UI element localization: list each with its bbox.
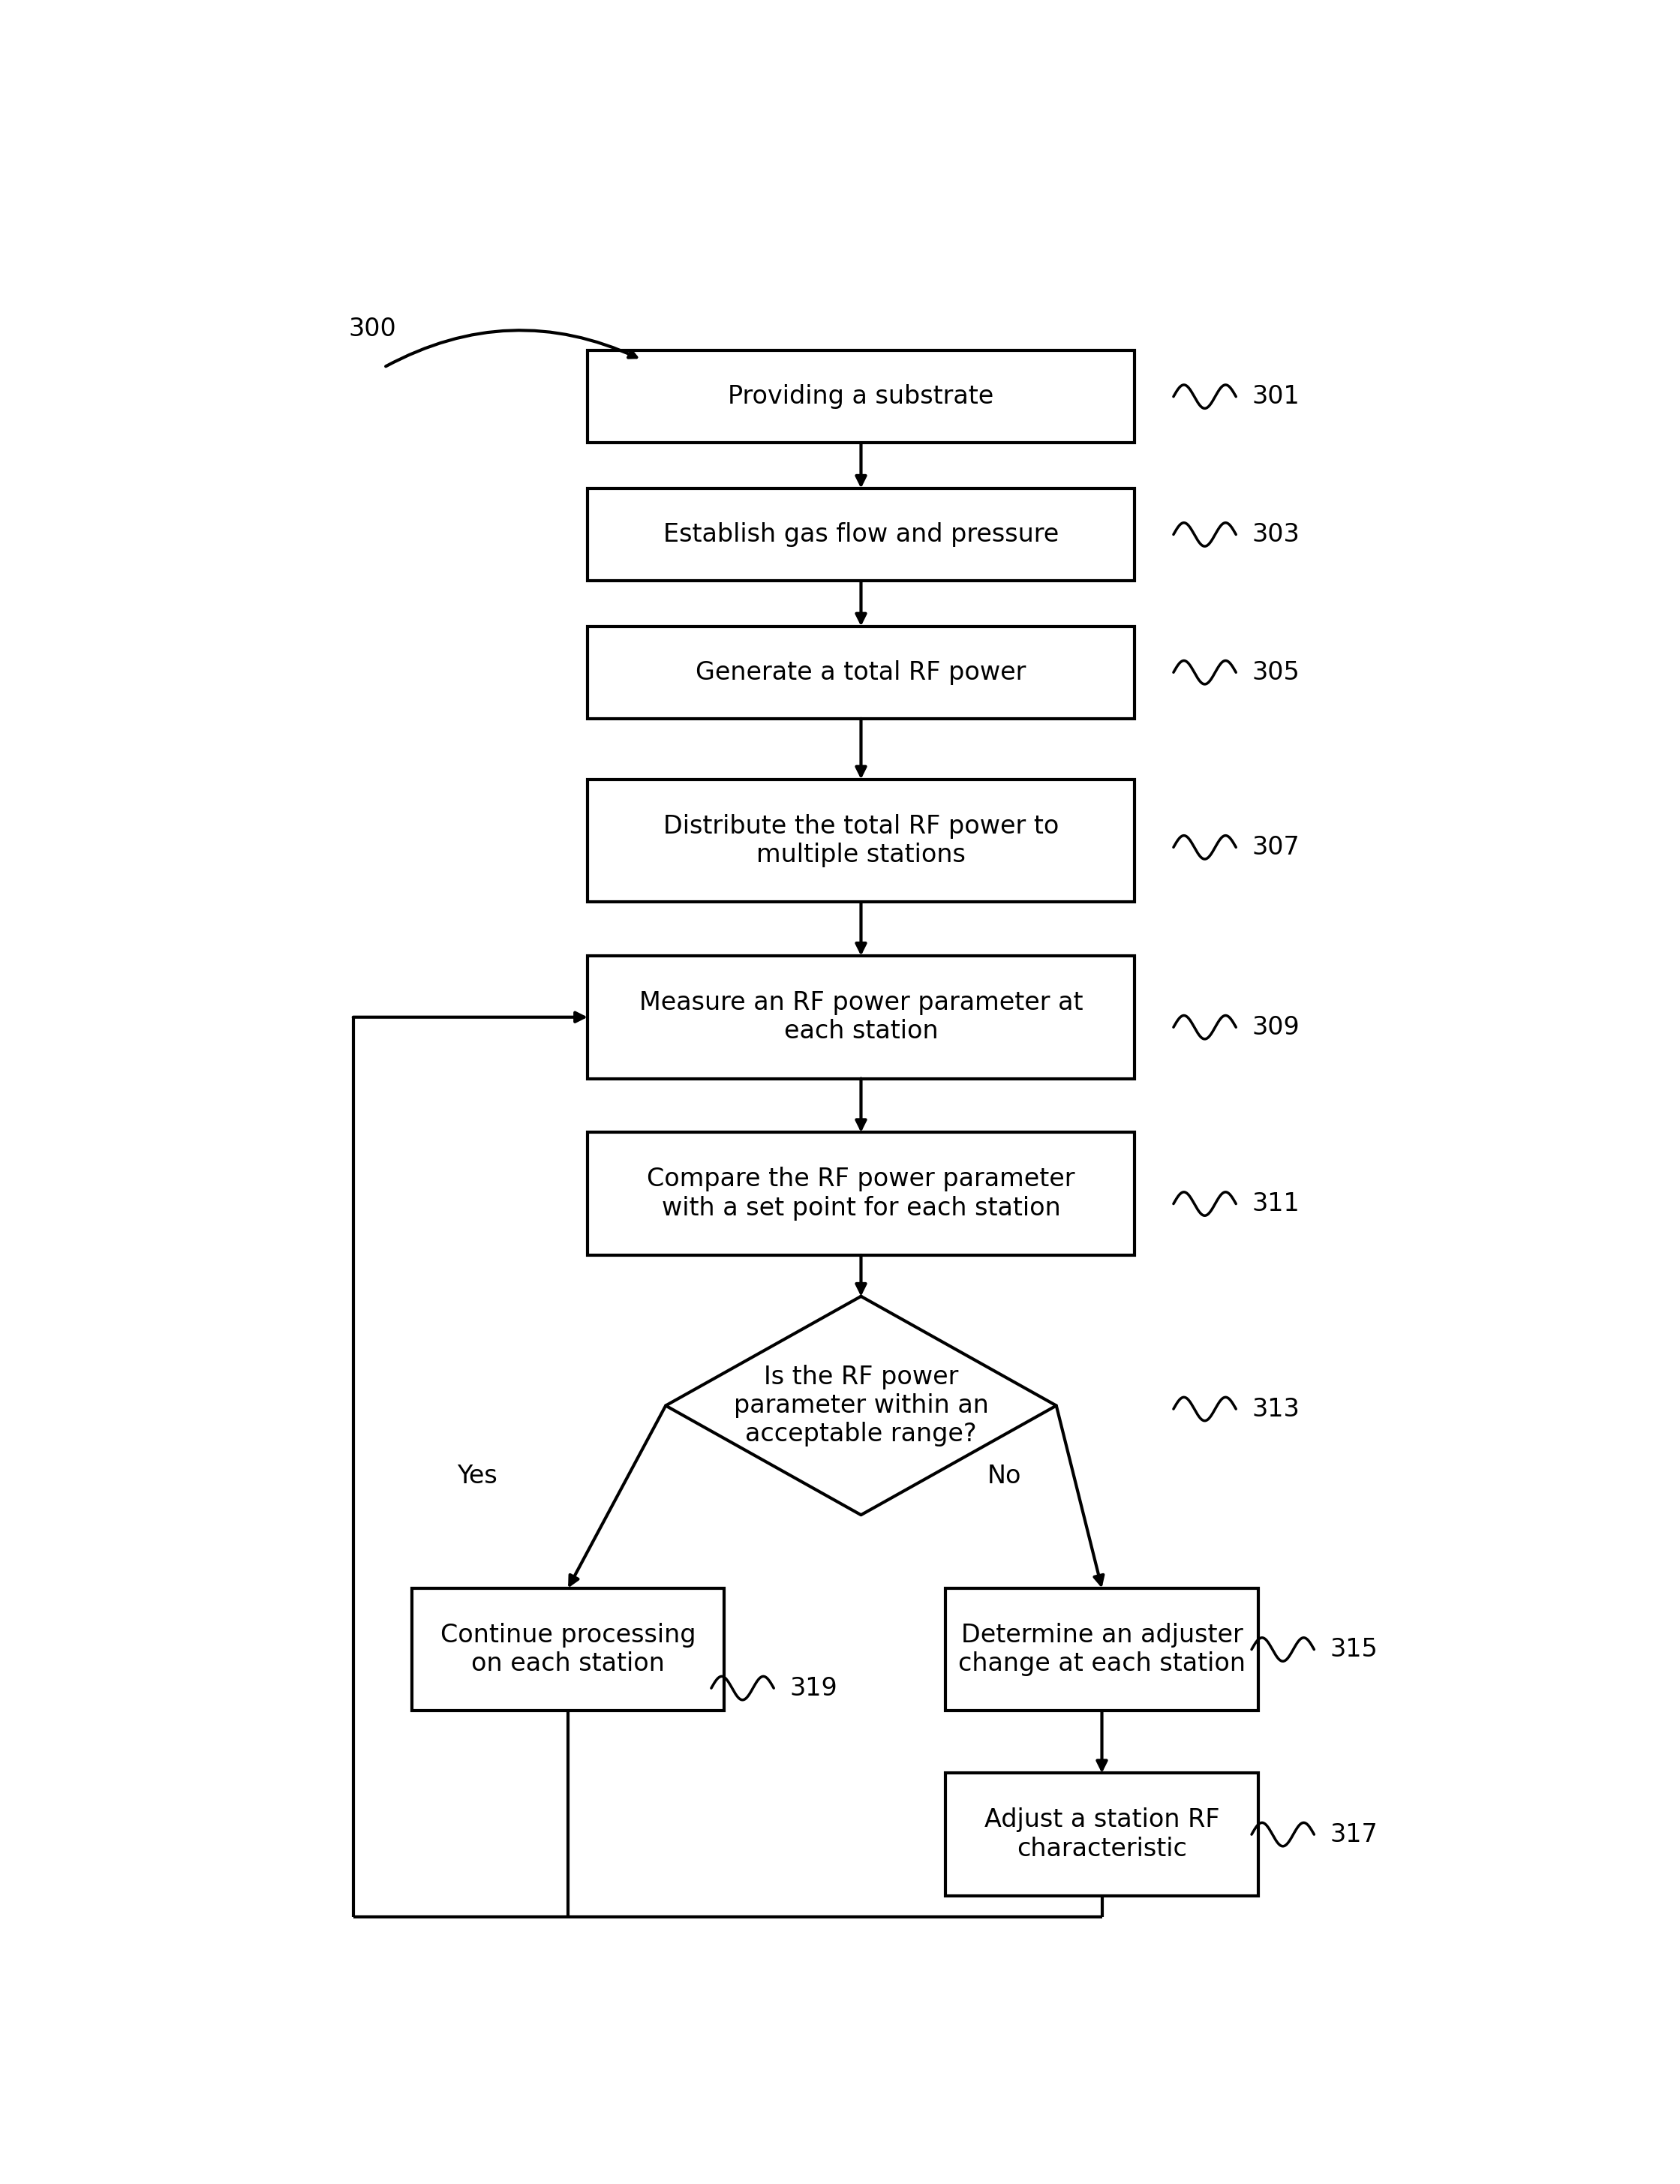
Text: Distribute the total RF power to
multiple stations: Distribute the total RF power to multipl… — [664, 815, 1058, 867]
Text: Determine an adjuster
change at each station: Determine an adjuster change at each sta… — [958, 1623, 1245, 1675]
FancyBboxPatch shape — [588, 1131, 1134, 1256]
FancyBboxPatch shape — [588, 627, 1134, 719]
Text: 309: 309 — [1252, 1016, 1299, 1040]
Text: Measure an RF power parameter at
each station: Measure an RF power parameter at each st… — [638, 992, 1084, 1044]
FancyBboxPatch shape — [412, 1588, 724, 1710]
Text: 303: 303 — [1252, 522, 1299, 546]
Text: 307: 307 — [1252, 834, 1299, 860]
Text: Providing a substrate: Providing a substrate — [727, 384, 995, 408]
Text: 300: 300 — [349, 317, 396, 341]
FancyBboxPatch shape — [946, 1773, 1258, 1896]
Text: 311: 311 — [1252, 1192, 1299, 1216]
Text: 317: 317 — [1331, 1821, 1378, 1848]
Text: 319: 319 — [790, 1675, 837, 1701]
Text: 301: 301 — [1252, 384, 1299, 408]
FancyBboxPatch shape — [946, 1588, 1258, 1710]
FancyBboxPatch shape — [588, 957, 1134, 1079]
Text: Continue processing
on each station: Continue processing on each station — [440, 1623, 696, 1675]
Text: No: No — [988, 1463, 1021, 1489]
FancyBboxPatch shape — [588, 780, 1134, 902]
Text: Yes: Yes — [457, 1463, 497, 1489]
Text: 313: 313 — [1252, 1396, 1299, 1422]
Text: Adjust a station RF
characteristic: Adjust a station RF characteristic — [984, 1808, 1220, 1861]
Text: Generate a total RF power: Generate a total RF power — [696, 660, 1026, 686]
Text: Is the RF power
parameter within an
acceptable range?: Is the RF power parameter within an acce… — [734, 1365, 988, 1446]
Text: 305: 305 — [1252, 660, 1299, 686]
FancyBboxPatch shape — [588, 489, 1134, 581]
FancyBboxPatch shape — [588, 349, 1134, 443]
Text: Compare the RF power parameter
with a set point for each station: Compare the RF power parameter with a se… — [647, 1166, 1075, 1221]
Text: 315: 315 — [1331, 1638, 1378, 1662]
Text: Establish gas flow and pressure: Establish gas flow and pressure — [664, 522, 1058, 546]
